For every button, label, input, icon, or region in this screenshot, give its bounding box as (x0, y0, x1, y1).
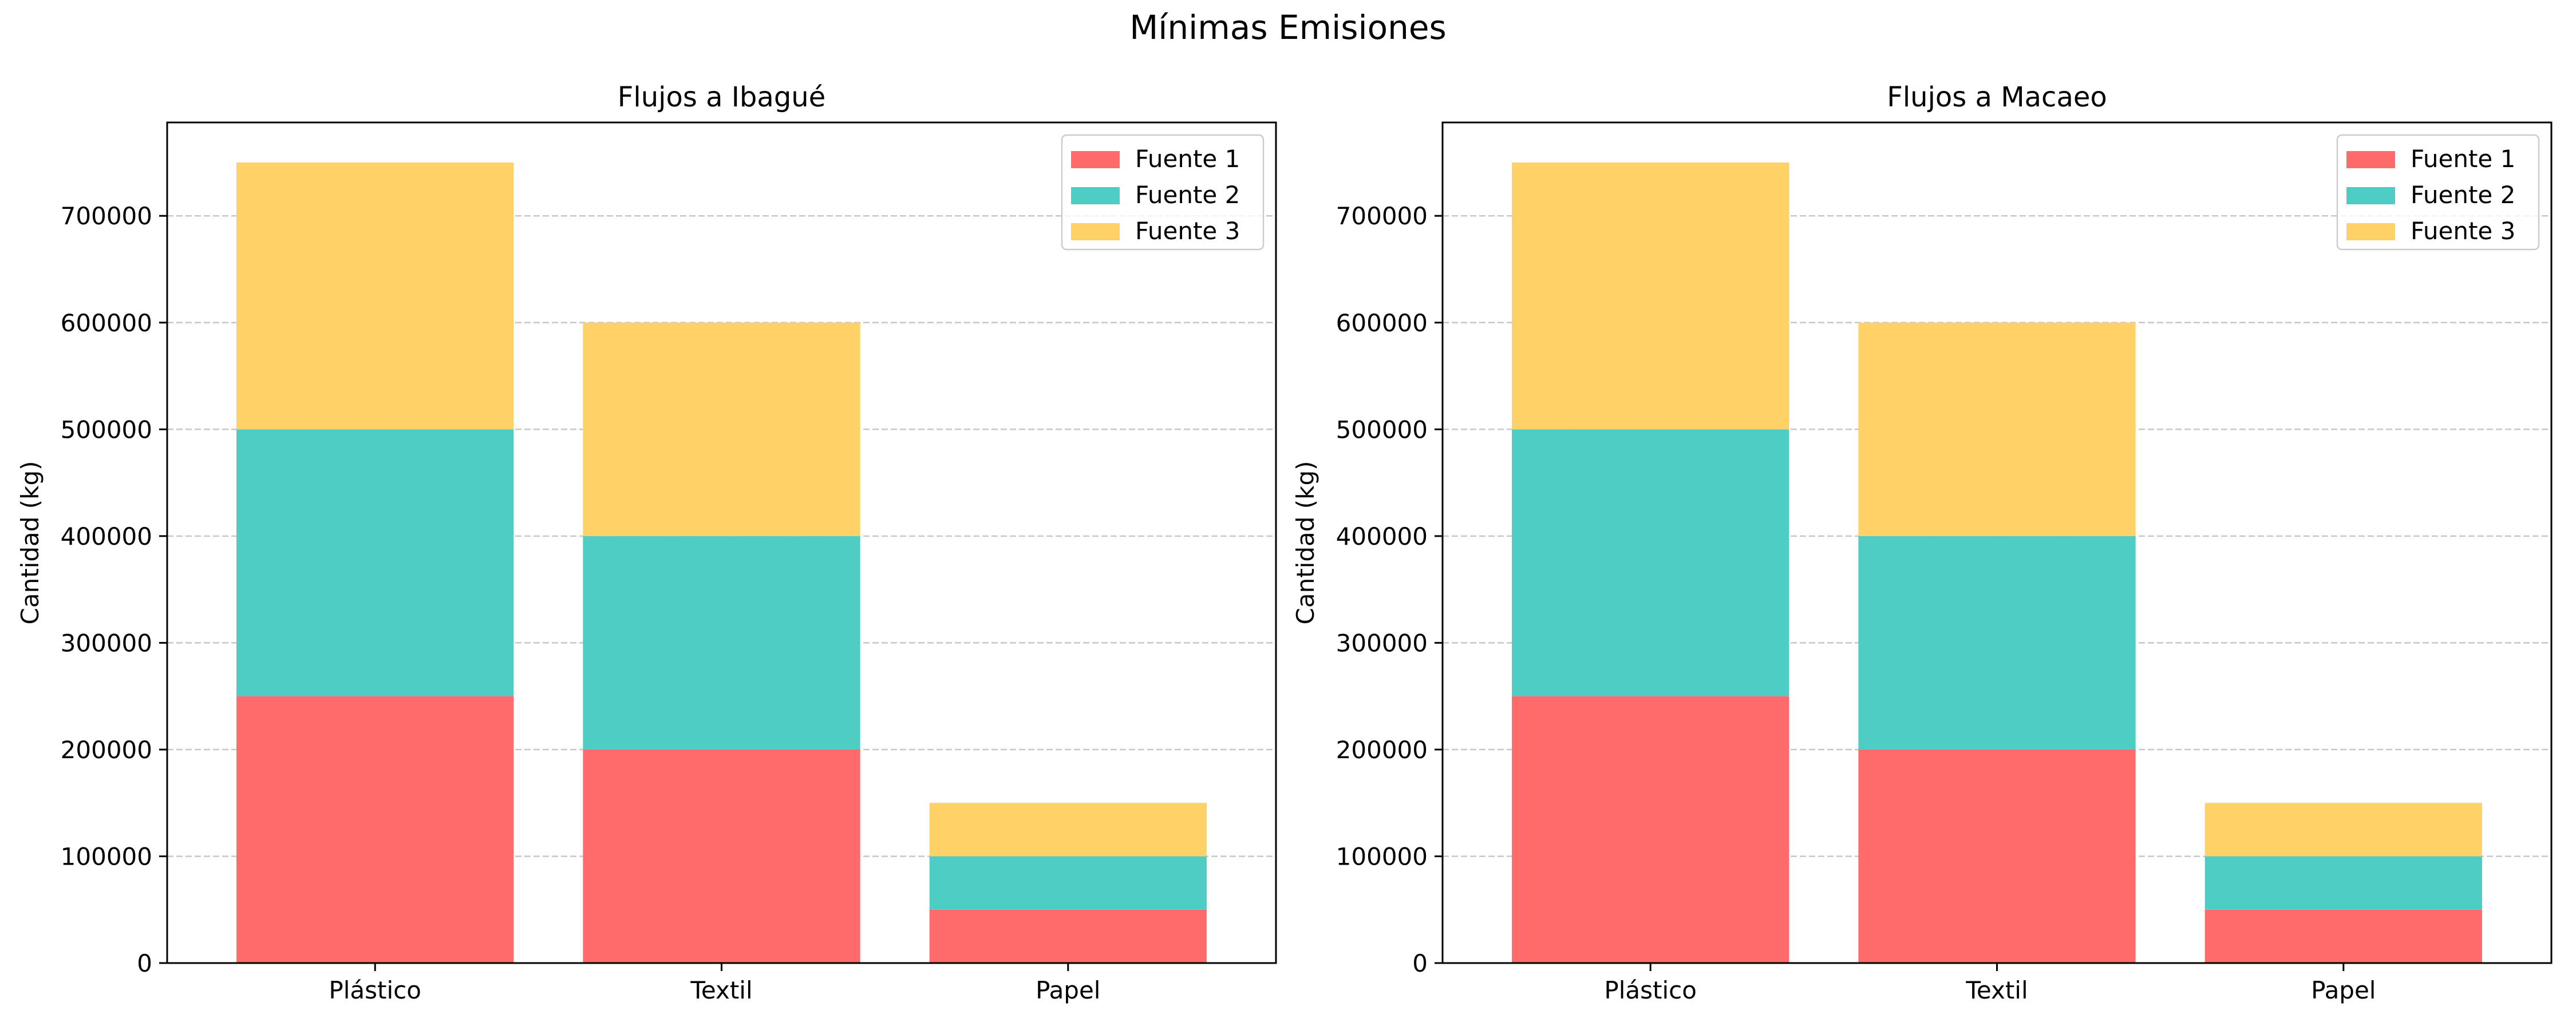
bar-fuente-1-papel (929, 909, 1207, 963)
legend-swatch (1071, 187, 1120, 204)
bar-fuente-2-plástico (236, 429, 514, 696)
legend-label: Fuente 1 (1135, 145, 1240, 173)
x-tick-label: Textil (1965, 976, 2028, 1004)
bar-fuente-1-papel (2204, 909, 2482, 963)
legend-label: Fuente 3 (2411, 217, 2515, 245)
subplot-title: Flujos a Ibagué (618, 81, 825, 113)
y-tick-label: 400000 (61, 522, 152, 550)
y-tick-label: 500000 (1336, 415, 1428, 443)
legend-swatch (2346, 151, 2395, 168)
y-tick-label: 300000 (61, 629, 152, 657)
y-tick-label: 300000 (1336, 629, 1428, 657)
legend-swatch (2346, 187, 2395, 204)
legend-label: Fuente 2 (2411, 181, 2515, 209)
x-tick-label: Papel (1036, 976, 1100, 1004)
y-tick-label: 200000 (61, 736, 152, 764)
y-tick-label: 100000 (61, 842, 152, 870)
x-tick-label: Plástico (1604, 976, 1697, 1004)
bar-fuente-3-papel (929, 803, 1207, 857)
y-axis-label: Cantidad (kg) (1291, 461, 1319, 625)
legend-label: Fuente 1 (2411, 145, 2515, 173)
y-tick-label: 600000 (61, 309, 152, 337)
x-tick-label: Textil (690, 976, 752, 1004)
y-tick-label: 400000 (1336, 522, 1428, 550)
y-tick-label: 100000 (1336, 842, 1428, 870)
bar-fuente-2-papel (929, 856, 1207, 910)
y-tick-label: 600000 (1336, 309, 1428, 337)
bar-fuente-3-textil (583, 322, 860, 536)
subplot-2: 0 100000 200000 300000 400000 500000 600000 700… (1291, 81, 2553, 1004)
y-axis-label: Cantidad (kg) (16, 461, 44, 625)
y-tick-label: 500000 (61, 415, 152, 443)
y-tick-label: 0 (1412, 949, 1428, 977)
x-tick-label: Papel (2311, 976, 2376, 1004)
x-tick-label: Plástico (329, 976, 421, 1004)
legend-label: Fuente 2 (1135, 181, 1240, 209)
bar-fuente-1-plástico (1512, 696, 1789, 963)
bar-fuente-3-papel (2204, 803, 2482, 857)
y-tick-label: 700000 (1336, 202, 1428, 230)
bar-fuente-2-plástico (1512, 429, 1789, 696)
bar-fuente-2-papel (2204, 856, 2482, 910)
bar-fuente-2-textil (583, 536, 860, 750)
bar-fuente-3-textil (1858, 322, 2136, 536)
figure-title: Mínimas Emisiones (1129, 8, 1447, 47)
legend-swatch (1071, 151, 1120, 168)
bar-fuente-1-textil (1858, 749, 2136, 963)
bar-fuente-2-textil (1858, 536, 2136, 750)
y-tick-label: 200000 (1336, 736, 1428, 764)
legend-label: Fuente 3 (1135, 217, 1240, 245)
legend-swatch (2346, 223, 2395, 240)
legend-swatch (1071, 223, 1120, 240)
bar-fuente-1-textil (583, 749, 860, 963)
subplot-1: 0 100000 200000 300000 400000 500000 600000 700… (16, 81, 1277, 1004)
bar-fuente-3-plástico (236, 162, 514, 430)
bar-fuente-3-plástico (1512, 162, 1789, 430)
y-tick-label: 0 (137, 949, 152, 977)
y-tick-label: 700000 (61, 202, 152, 230)
bar-fuente-1-plástico (236, 696, 514, 963)
subplot-title: Flujos a Macaeo (1887, 81, 2107, 113)
